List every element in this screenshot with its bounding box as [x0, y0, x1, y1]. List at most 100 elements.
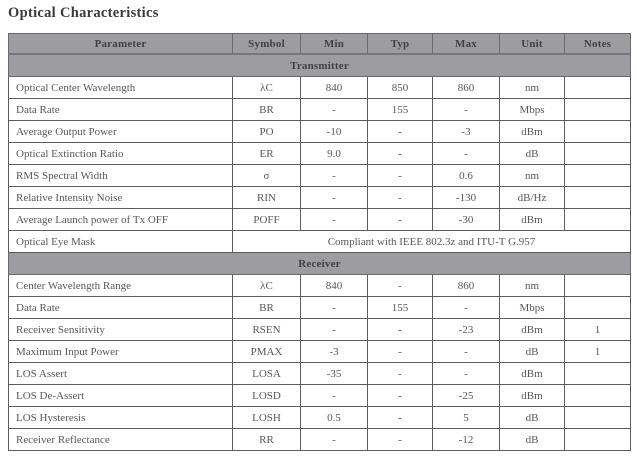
- column-header-symbol: Symbol: [232, 33, 301, 55]
- min-cell: -: [300, 98, 368, 121]
- table-row: RMS Spectral Width σ - -0.6 nm: [8, 164, 631, 187]
- table-row: Average Launch power of Tx OFF POFF - - -30 d…: [8, 208, 631, 231]
- table-header-row: Parameter Symbol Min Typ Max Unit Notes: [8, 33, 631, 55]
- typ-cell: -: [367, 406, 433, 429]
- max-cell: -: [432, 98, 500, 121]
- unit-cell: dB: [499, 406, 565, 429]
- table-row: Maximum Input Power PMAX -3- - dB 1: [8, 340, 631, 363]
- parameter-cell: Optical Eye Mask: [8, 230, 233, 253]
- section-header-transmitter: Transmitter: [8, 53, 631, 77]
- table-row: LOS Hysteresis LOSH 0.5-5 dB: [8, 406, 631, 429]
- section-title: Receiver: [8, 252, 631, 275]
- notes-cell: [564, 164, 631, 187]
- table-row: Optical Eye Mask Compliant with IEEE 802.…: [8, 230, 631, 253]
- max-cell: -: [432, 296, 500, 319]
- symbol-cell: PMAX: [232, 340, 301, 363]
- table-row: LOS Assert LOSA -35- - dBm: [8, 362, 631, 385]
- unit-cell: dBm: [499, 120, 565, 143]
- max-cell: -130: [432, 186, 500, 209]
- parameter-cell: Data Rate: [8, 296, 233, 319]
- min-cell: -: [300, 208, 368, 231]
- symbol-cell: LOSH: [232, 406, 301, 429]
- notes-cell: [564, 76, 631, 99]
- notes-cell: [564, 406, 631, 429]
- notes-cell: [564, 362, 631, 385]
- parameter-cell: Relative Intensity Noise: [8, 186, 233, 209]
- parameter-cell: RMS Spectral Width: [8, 164, 233, 187]
- notes-cell: 1: [564, 340, 631, 363]
- unit-cell: nm: [499, 274, 565, 297]
- column-header-typ: Typ: [367, 33, 433, 55]
- table-row: LOS De-Assert LOSD - - -25 dBm: [8, 384, 631, 407]
- notes-cell: 1: [564, 318, 631, 341]
- section-header-receiver: Receiver: [8, 252, 631, 275]
- notes-cell: [564, 120, 631, 143]
- symbol-cell: λC: [232, 76, 301, 99]
- typ-cell: -: [367, 340, 433, 363]
- typ-cell: -: [367, 318, 433, 341]
- symbol-cell: LOSD: [232, 384, 301, 407]
- notes-cell: [564, 428, 631, 451]
- unit-cell: dB: [499, 340, 565, 363]
- min-cell: -: [300, 428, 368, 451]
- notes-cell: [564, 186, 631, 209]
- min-cell: -: [300, 186, 368, 209]
- symbol-cell: λC: [232, 274, 301, 297]
- parameter-cell: Average Output Power: [8, 120, 233, 143]
- parameter-cell: Average Launch power of Tx OFF: [8, 208, 233, 231]
- unit-cell: dBm: [499, 384, 565, 407]
- table-row: Average Output Power PO -10- -3 dBm: [8, 120, 631, 143]
- max-cell: -: [432, 142, 500, 165]
- max-cell: -25: [432, 384, 500, 407]
- max-cell: -30: [432, 208, 500, 231]
- parameter-cell: Receiver Reflectance: [8, 428, 233, 451]
- unit-cell: Mbps: [499, 98, 565, 121]
- min-cell: -: [300, 384, 368, 407]
- table-row: Relative Intensity Noise RIN - - -130 dB/Hz: [8, 186, 631, 209]
- notes-cell: [564, 142, 631, 165]
- typ-cell: 155: [367, 296, 433, 319]
- max-cell: -12: [432, 428, 500, 451]
- symbol-cell: BR: [232, 296, 301, 319]
- unit-cell: dB: [499, 428, 565, 451]
- max-cell: 860: [432, 274, 500, 297]
- symbol-cell: BR: [232, 98, 301, 121]
- typ-cell: -: [367, 362, 433, 385]
- min-cell: 840: [300, 274, 368, 297]
- column-header-unit: Unit: [499, 33, 565, 55]
- column-header-max: Max: [432, 33, 500, 55]
- table-row: Center Wavelength Range λC 840-860 nm: [8, 274, 631, 297]
- parameter-cell: Data Rate: [8, 98, 233, 121]
- unit-cell: dB/Hz: [499, 186, 565, 209]
- unit-cell: nm: [499, 76, 565, 99]
- typ-cell: -: [367, 142, 433, 165]
- page-title: Optical Characteristics: [8, 5, 159, 21]
- typ-cell: -: [367, 120, 433, 143]
- typ-cell: 155: [367, 98, 433, 121]
- table-row: Receiver Reflectance RR - - -12 dB: [8, 428, 631, 451]
- symbol-cell: RR: [232, 428, 301, 451]
- page: Optical Characteristics Parameter Symbol…: [8, 5, 631, 451]
- optical-characteristics-table: Parameter Symbol Min Typ Max Unit Notes …: [8, 33, 631, 451]
- merged-value-cell: Compliant with IEEE 802.3z and ITU-T G.9…: [232, 230, 631, 253]
- symbol-cell: POFF: [232, 208, 301, 231]
- min-cell: -10: [300, 120, 368, 143]
- parameter-cell: LOS Assert: [8, 362, 233, 385]
- symbol-cell: PO: [232, 120, 301, 143]
- notes-cell: [564, 208, 631, 231]
- symbol-cell: RIN: [232, 186, 301, 209]
- max-cell: 0.6: [432, 164, 500, 187]
- typ-cell: -: [367, 186, 433, 209]
- parameter-cell: Center Wavelength Range: [8, 274, 233, 297]
- max-cell: -: [432, 340, 500, 363]
- typ-cell: -: [367, 428, 433, 451]
- column-header-min: Min: [300, 33, 368, 55]
- min-cell: -3: [300, 340, 368, 363]
- symbol-cell: LOSA: [232, 362, 301, 385]
- typ-cell: -: [367, 208, 433, 231]
- max-cell: 5: [432, 406, 500, 429]
- min-cell: -: [300, 164, 368, 187]
- notes-cell: [564, 384, 631, 407]
- parameter-cell: Optical Extinction Ratio: [8, 142, 233, 165]
- parameter-cell: Receiver Sensitivity: [8, 318, 233, 341]
